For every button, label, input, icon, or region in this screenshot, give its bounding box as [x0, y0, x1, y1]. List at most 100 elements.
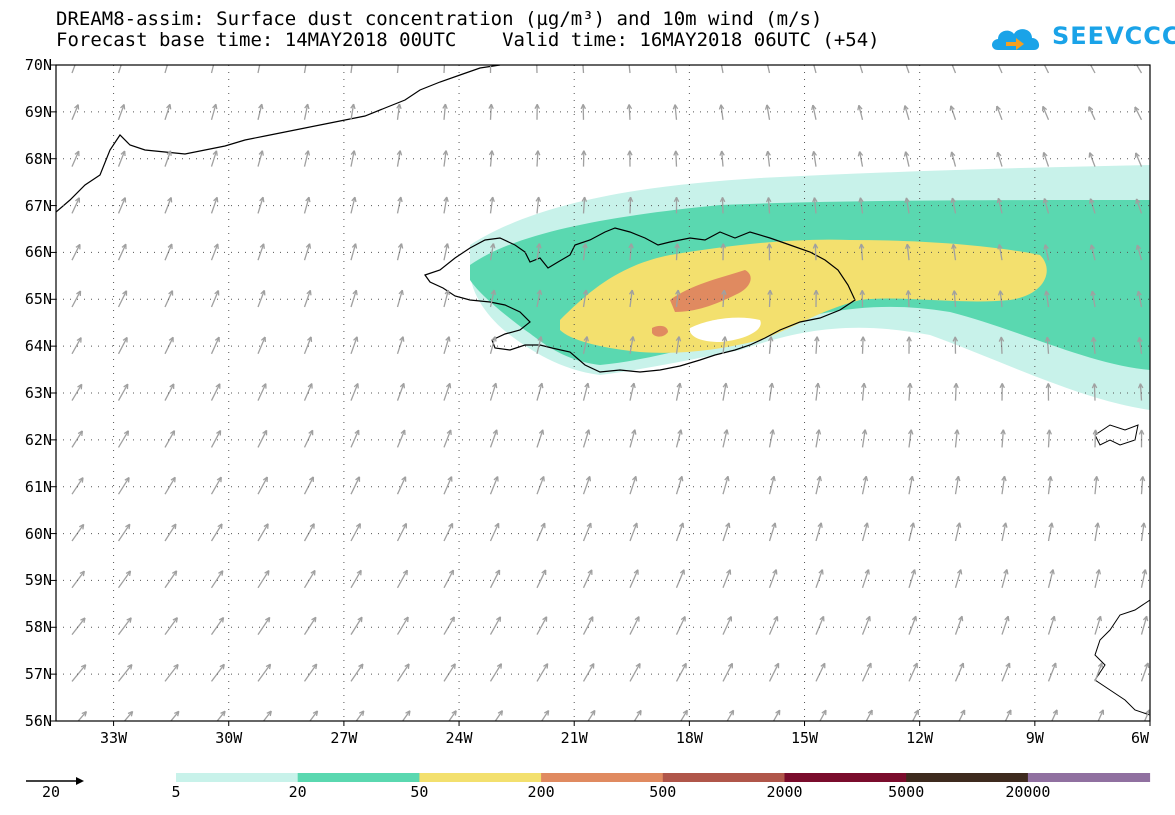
wind-arrow [489, 522, 500, 542]
wind-arrow [722, 382, 729, 401]
legend-swatch [176, 773, 299, 782]
wind-arrow [303, 243, 312, 261]
legend-label: 20 [288, 783, 307, 801]
wind-arrow [443, 663, 456, 682]
wind-arrow [628, 243, 634, 261]
legend-label: 200 [527, 783, 555, 801]
wind-arrow [680, 709, 688, 721]
wind-arrow [672, 104, 679, 120]
wind-arrow [859, 65, 864, 74]
wind-arrow [768, 429, 775, 448]
wind-arrow [1088, 152, 1096, 167]
lat-label: 70N [24, 56, 52, 74]
legend-swatch [419, 773, 542, 782]
wind-arrow [123, 710, 134, 721]
wind-arrow [303, 383, 313, 401]
wind-arrow [768, 382, 775, 401]
lon-label: 6W [1130, 729, 1150, 747]
wind-arrow [1047, 662, 1057, 682]
wind-arrow [764, 104, 771, 120]
wind-arrow [768, 522, 777, 542]
lat-label: 66N [24, 243, 52, 262]
greenland-coast [56, 65, 501, 213]
wind-arrow [768, 569, 778, 589]
wind-arrow [117, 243, 127, 261]
wind-arrow [210, 103, 218, 120]
wind-arrow [815, 429, 822, 448]
wind-arrow [71, 617, 86, 635]
wind-arrow [815, 615, 825, 635]
wind-arrow [210, 570, 224, 589]
wind-arrow [720, 65, 724, 74]
wind-arrow [951, 65, 957, 74]
wind-arrow [908, 522, 916, 542]
wind-arrow [997, 244, 1003, 261]
wind-arrow [861, 569, 870, 589]
wind-arrow [999, 383, 1005, 401]
wind-arrow [210, 429, 222, 448]
wind-arrow [673, 196, 680, 214]
wind-arrow [722, 615, 733, 635]
wind-arrow [629, 475, 638, 495]
legend-label: 500 [649, 783, 677, 801]
wind-arrow [257, 663, 272, 682]
wind-arrow [814, 336, 820, 354]
wind-arrow [908, 662, 918, 682]
wind-arrow [861, 475, 869, 495]
wind-arrow [536, 475, 545, 495]
wind-arrow [396, 289, 404, 308]
wind-arrow [1000, 429, 1006, 448]
wind-arrow [720, 243, 726, 261]
wind-arrow [210, 523, 223, 542]
wind-arrow [811, 104, 817, 120]
wind-arrow [768, 475, 776, 495]
wind-arrow [722, 429, 729, 448]
wind-arrow [71, 104, 80, 121]
wind-arrow [719, 150, 725, 167]
wind-arrow [164, 617, 178, 635]
scotland-coast [1094, 599, 1150, 716]
wind-arrow [216, 710, 226, 721]
wind-arrow [1092, 429, 1099, 448]
wind-arrow [629, 569, 639, 589]
wind-arrow [581, 150, 587, 167]
wind-arrow [857, 104, 864, 120]
wind-arrow [489, 429, 498, 448]
wind-arrow [812, 243, 819, 261]
wind-arrow [673, 150, 679, 167]
wind-arrow [257, 616, 271, 635]
reference-arrow-label: 20 [42, 783, 61, 801]
wind-arrow [443, 476, 453, 495]
wind-arrow [210, 663, 225, 682]
wind-arrow [1043, 244, 1050, 261]
wind-arrow [117, 664, 133, 682]
wind-arrow [675, 336, 682, 354]
wind-arrow [767, 336, 774, 354]
wind-arrow [998, 336, 1005, 354]
wind-arrow [629, 382, 636, 401]
wind-arrow [954, 429, 960, 448]
wind-arrow [675, 616, 686, 635]
wind-arrow [950, 151, 957, 167]
wind-arrow [721, 289, 727, 308]
wind-arrow [629, 522, 638, 542]
wind-arrow [303, 569, 316, 589]
wind-arrow [164, 476, 176, 495]
legend-swatch [784, 773, 907, 782]
wind-arrow [903, 151, 910, 167]
wind-arrow [117, 523, 131, 542]
wind-arrow [954, 662, 965, 682]
wind-arrow [350, 103, 356, 120]
wind-arrow [396, 382, 406, 401]
wind-arrow [722, 569, 732, 589]
wind-arrow [71, 477, 84, 495]
wind-arrow [536, 429, 545, 448]
wind-arrow [1047, 475, 1053, 495]
wind-arrow [722, 475, 730, 495]
wind-arrow [536, 569, 547, 589]
wind-arrow [443, 243, 450, 261]
wind-arrow [489, 243, 496, 261]
wind-arrow [77, 710, 88, 721]
wind-arrow [626, 104, 633, 120]
wind-arrow [815, 522, 823, 542]
